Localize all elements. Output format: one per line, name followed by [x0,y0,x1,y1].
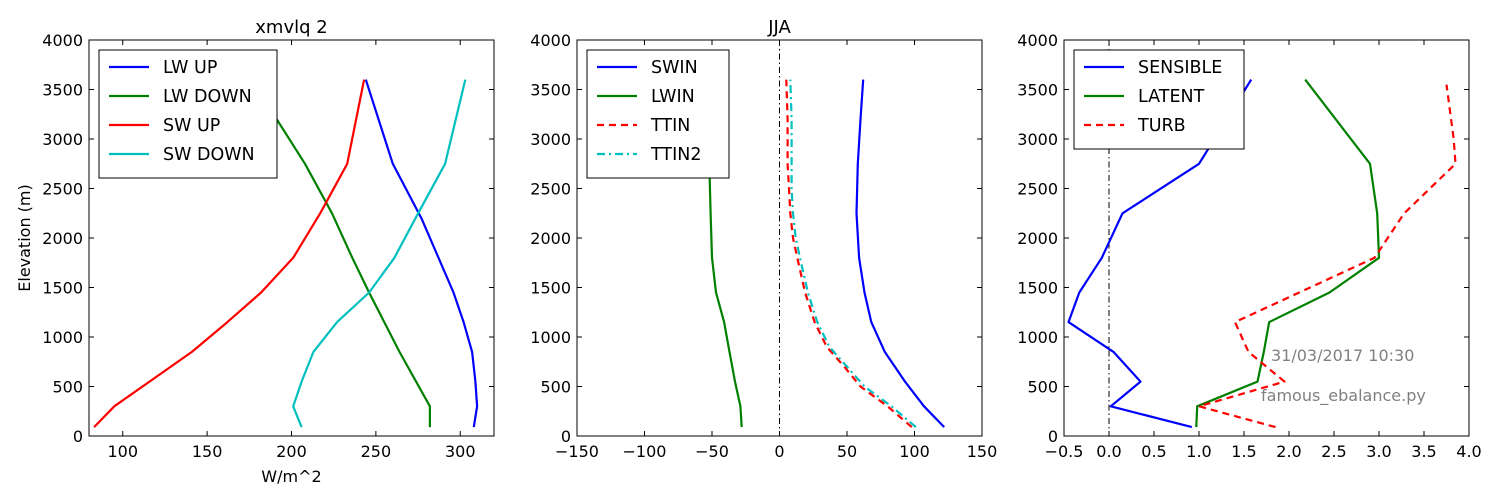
plot-frame [576,39,983,437]
series-line-lw-down [256,88,431,428]
y-tick-label: 2500 [42,180,83,199]
y-tick-label: 1000 [1017,328,1058,347]
series-line-ttin [785,79,913,428]
legend-label: TTIN [650,116,690,136]
x-tick-label: 2.0 [1276,442,1301,461]
legend-label: SENSIBLE [1138,58,1222,78]
y-tick-label: 2000 [530,229,571,248]
x-tick-label: −100 [623,442,667,461]
legend-label: SW UP [163,116,220,136]
x-tick-label: 0.5 [1141,442,1166,461]
y-tick-label: 1000 [42,328,83,347]
legend-label: LWIN [651,87,695,107]
y-tick-label: 500 [52,378,83,397]
legend-label: LATENT [1138,87,1205,107]
x-tick-label: 4.0 [1456,442,1481,461]
chart-title: JJA [767,17,791,38]
y-tick-label: 3000 [42,130,83,149]
legend-label: LW DOWN [163,87,252,107]
legend-label: TURB [1137,116,1186,136]
series-line-sw-up [93,79,366,428]
y-tick-label: 3500 [530,81,571,100]
x-tick-label: 300 [445,442,476,461]
x-tick-label: 2.5 [1321,442,1346,461]
y-tick-label: 4000 [42,31,83,50]
x-axis-label: W/m^2 [261,467,321,486]
legend: SWIN LWIN TTIN TTIN2 [586,49,730,179]
series-line-sensible [1067,79,1253,429]
y-tick-label: 0 [561,427,571,446]
y-axis-label: Elevation (m) [15,184,34,291]
series-line-ttin2 [789,79,917,428]
y-tick-label: 3000 [1017,130,1058,149]
x-tick-label: 50 [837,442,857,461]
series-line-turb [1197,84,1457,429]
x-tick-label: 0 [774,442,784,461]
y-tick-label: 500 [540,378,571,397]
y-tick-label: 2000 [1017,229,1058,248]
x-tick-label: 100 [899,442,930,461]
legend-label: SWIN [651,58,698,78]
x-tick-label: 1.5 [1231,442,1256,461]
series-line-latent [1195,78,1381,428]
y-tick-label: 0 [1048,427,1058,446]
chart-panel-1: 100 150 200 250 3000500100015002000250030003… [15,17,495,486]
x-tick-label: 0.0 [1096,442,1121,461]
legend-box [98,49,278,179]
series-line-lwin [706,138,743,428]
y-tick-label: 2500 [1017,180,1058,199]
series-line-sw-down [292,79,467,428]
y-tick-label: 2500 [530,180,571,199]
x-tick-label: −150 [555,442,599,461]
x-tick-label: 1.0 [1186,442,1211,461]
y-tick-label: 4000 [1017,31,1058,50]
chart-title: xmvlq 2 [255,17,327,38]
x-tick-label: −50 [695,442,729,461]
legend-label: LW UP [163,58,217,78]
y-tick-label: 1500 [42,279,83,298]
chart-panel-3: −0.5 0.0 0.5 1.0 1.5 2.0 2.5 3.0 3.5 4.0 0 500 1000 1… [1017,31,1481,461]
x-tick-label: 250 [361,442,392,461]
plot-frame [1063,39,1470,437]
timestamp-annotation: 31/03/2017 10:30 [1271,346,1415,365]
y-tick-label: 0 [73,427,83,446]
legend-label: SW DOWN [163,145,255,165]
legend: SENSIBLE LATENT TURB [1073,49,1245,150]
x-tick-label: 200 [276,442,307,461]
x-tick-label: −0.5 [1045,442,1084,461]
x-tick-label: 3.0 [1366,442,1391,461]
y-tick-label: 500 [1027,378,1058,397]
y-tick-label: 3500 [42,81,83,100]
y-tick-label: 4000 [530,31,571,50]
x-tick-label: 3.5 [1411,442,1436,461]
chart-panel-2: −150 −100 −50 0 50 100 15005001000150020002500… [530,17,997,461]
y-tick-label: 1000 [530,328,571,347]
y-tick-label: 1500 [1017,279,1058,298]
y-tick-label: 1500 [530,279,571,298]
legend-box [586,49,730,179]
plot-frame [88,39,495,437]
x-tick-label: 100 [107,442,138,461]
script-name-annotation: famous_ebalance.py [1261,386,1426,405]
x-tick-label: 150 [967,442,998,461]
legend-label: TTIN2 [650,145,701,165]
series-line-lw-up [364,79,479,428]
y-tick-label: 2000 [42,229,83,248]
series-line-swin [855,79,945,428]
x-tick-label: 150 [192,442,223,461]
legend: LW UP LW DOWN SW UP SW DOWN [98,49,278,179]
y-tick-label: 3000 [530,130,571,149]
y-tick-label: 3500 [1017,81,1058,100]
